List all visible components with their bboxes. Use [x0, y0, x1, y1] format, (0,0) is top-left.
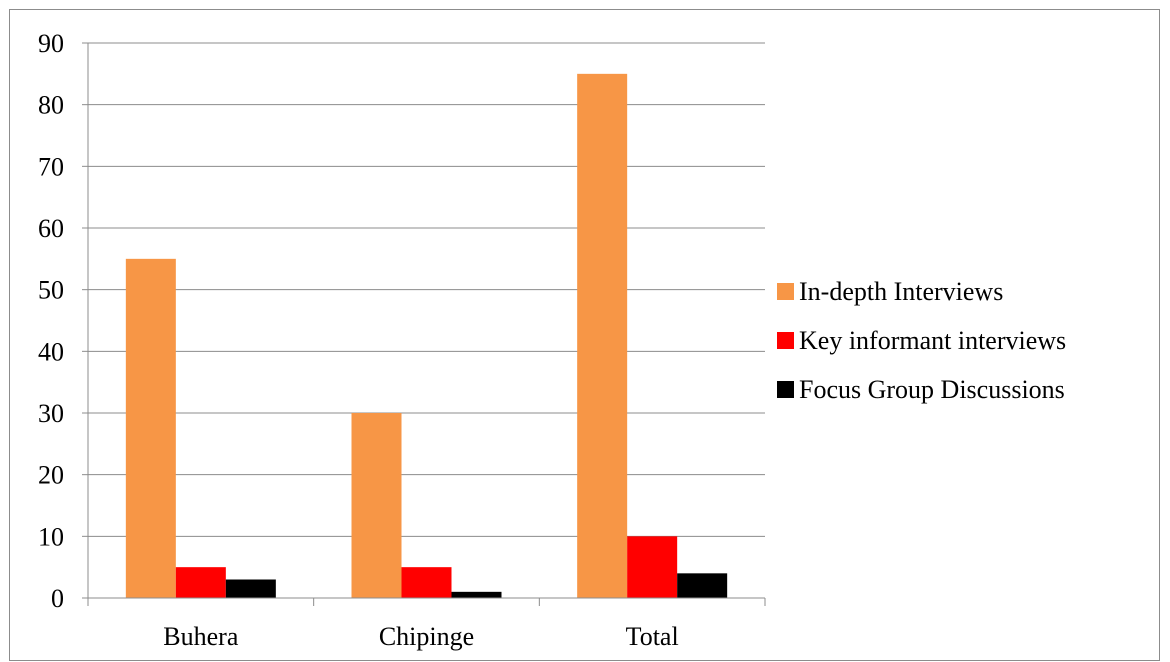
legend-swatch — [777, 283, 794, 300]
legend-swatch — [777, 381, 794, 398]
bar — [677, 573, 728, 598]
bar — [175, 567, 226, 598]
y-tick-label: 20 — [38, 461, 64, 490]
y-tick-label: 80 — [38, 91, 64, 120]
y-tick-label: 40 — [38, 337, 64, 366]
bars — [125, 73, 728, 599]
axis-labels: 0 10 20 30 40 50 60 70 80 90 Buhera Chipinge Total — [38, 29, 679, 651]
bar — [351, 413, 402, 598]
bar — [627, 536, 678, 598]
gridlines — [88, 42, 765, 537]
axes — [82, 42, 766, 606]
bar — [401, 567, 452, 598]
x-tick-label: Total — [626, 622, 679, 651]
y-tick-label: 60 — [38, 214, 64, 243]
legend: In-depth Interviews Key informant intervi… — [777, 277, 1066, 404]
bar — [577, 73, 628, 599]
x-tick-label: Buhera — [163, 622, 239, 651]
y-tick-label: 50 — [38, 276, 64, 305]
bar — [451, 591, 502, 598]
y-tick-label: 0 — [51, 584, 64, 613]
legend-swatch — [777, 332, 794, 349]
y-tick-label: 70 — [38, 152, 64, 181]
y-tick-label: 10 — [38, 522, 64, 551]
x-tick-label: Chipinge — [379, 622, 474, 651]
y-tick-label: 90 — [38, 29, 64, 58]
legend-label: Focus Group Discussions — [799, 375, 1065, 404]
legend-label: Key informant interviews — [799, 326, 1066, 355]
bar — [125, 258, 176, 598]
legend-label: In-depth Interviews — [799, 277, 1003, 306]
y-tick-label: 30 — [38, 399, 64, 428]
bar — [225, 579, 276, 598]
